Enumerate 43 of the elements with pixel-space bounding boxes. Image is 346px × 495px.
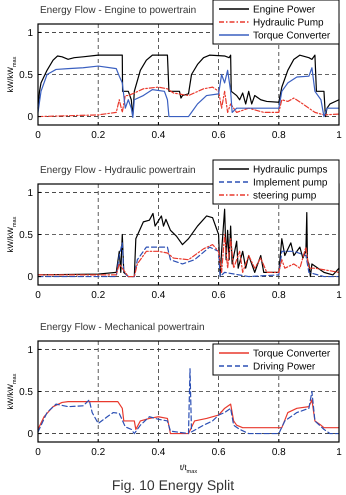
y-tick-label: 0 <box>27 112 34 124</box>
y-tick-label: 1 <box>27 28 34 39</box>
chart-title: Energy Flow - Mechanical powertrain <box>40 322 205 333</box>
legend-label: steering pump <box>253 190 317 202</box>
line-series <box>37 399 340 434</box>
legend-label: Hydraulic Pump <box>253 18 324 28</box>
x-axis-title: t/t$_{max}$ <box>180 463 198 475</box>
x-tick-label: 0.4 <box>151 290 166 301</box>
legend-label: Engine Power <box>253 4 316 16</box>
x-tick-label: 0.2 <box>91 447 106 458</box>
line-series <box>37 65 340 118</box>
y-tick-label: 0.5 <box>19 230 34 241</box>
x-tick-label: 1 <box>336 130 342 141</box>
caption: Fig. 10 Energy Split <box>112 477 234 493</box>
line-series <box>37 234 340 278</box>
y-tick-label: 1 <box>27 188 34 199</box>
legend-label: Driving Power <box>253 362 316 372</box>
x-tick-label: 0 <box>35 130 42 141</box>
chart-title: Energy Flow - Engine to powertrain <box>40 5 196 16</box>
x-tick-label: 0.8 <box>272 290 286 301</box>
x-tick-label: 0.8 <box>272 447 286 458</box>
x-tick-label: 0.2 <box>91 130 106 141</box>
legend-label: Implement pump <box>253 178 328 188</box>
legend-label: Torque Converter <box>253 348 331 360</box>
y-tick-label: 0.5 <box>19 70 34 81</box>
x-tick-label: 0.6 <box>212 447 226 458</box>
y-tick-label: 0 <box>27 272 34 284</box>
x-tick-label: 0.4 <box>151 130 166 141</box>
y-tick-label: 0 <box>27 429 34 440</box>
x-tick-label: 0.6 <box>212 290 226 301</box>
x-tick-label: 0.4 <box>151 447 166 458</box>
x-tick-label: 0.8 <box>272 130 286 141</box>
x-tick-label: 1 <box>336 290 342 301</box>
x-tick-label: 0.6 <box>212 130 226 141</box>
chart-title: Energy Flow - Hydraulic powertrain <box>40 165 196 176</box>
legend-label: Torque Converter <box>253 30 331 42</box>
x-tick-label: 0 <box>35 290 42 301</box>
x-tick-label: 1 <box>336 447 342 458</box>
y-tick-label: 1 <box>27 344 34 356</box>
x-tick-label: 0.2 <box>91 290 106 301</box>
y-tick-label: 0.5 <box>19 387 34 398</box>
legend-label: Hydraulic pumps <box>253 164 328 176</box>
x-tick-label: 0 <box>35 447 42 458</box>
